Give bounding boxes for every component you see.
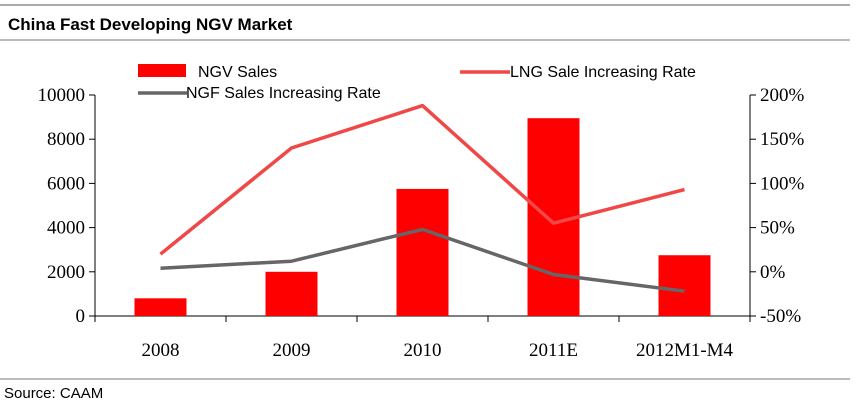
x-ticks: 2008 2009 2010 2011E 2012M1-M4 xyxy=(94,316,751,361)
y-right-tick-label: 50% xyxy=(760,218,795,239)
y-left-tick-label: 8000 xyxy=(47,129,85,150)
legend-label-ngf-rate: NGF Sales Increasing Rate xyxy=(186,85,381,102)
x-tick-label: 2008 xyxy=(142,340,180,361)
bar-series xyxy=(134,118,711,316)
x-tick-label: 2010 xyxy=(404,340,442,361)
line-lng-sale-increasing-rate xyxy=(159,103,685,256)
y-right-tick-label: 100% xyxy=(760,173,805,194)
line-series xyxy=(159,103,685,293)
y-right-ticks: -50% 0% 50% 100% 150% 200% xyxy=(750,85,805,327)
legend-label-ngv-sales: NGV Sales xyxy=(198,64,277,81)
y-left-tick-label: 6000 xyxy=(47,173,85,194)
y-right-tick-label: -50% xyxy=(760,306,801,327)
chart-title: China Fast Developing NGV Market xyxy=(8,15,293,34)
bar-ngv-sales xyxy=(658,255,711,316)
y-left-tick-label: 0 xyxy=(76,306,86,327)
x-tick-label: 2011E xyxy=(529,340,578,361)
y-right-tick-label: 200% xyxy=(760,85,805,106)
y-left-tick-label: 2000 xyxy=(47,262,85,283)
legend: NGV Sales LNG Sale Increasing Rate NGF S… xyxy=(138,64,696,102)
y-right-tick-label: 150% xyxy=(760,129,805,150)
y-right-tick-label: 0% xyxy=(760,262,786,283)
bar-ngv-sales xyxy=(396,188,449,316)
bar-ngv-sales xyxy=(265,271,318,316)
bar-ngv-sales xyxy=(134,298,187,316)
y-left-tick-label: 10000 xyxy=(38,85,86,106)
line-ngf-sales-increasing-rate xyxy=(160,227,685,293)
x-tick-label: 2009 xyxy=(273,340,311,361)
source-note: Source: CAAM xyxy=(4,385,103,402)
legend-swatch-ngv-sales xyxy=(138,64,186,77)
legend-label-lng-rate: LNG Sale Increasing Rate xyxy=(510,64,696,81)
y-left-ticks: 0 2000 4000 6000 8000 10000 xyxy=(38,85,95,327)
x-tick-label: 2012M1-M4 xyxy=(636,340,734,361)
y-left-tick-label: 4000 xyxy=(47,218,85,239)
